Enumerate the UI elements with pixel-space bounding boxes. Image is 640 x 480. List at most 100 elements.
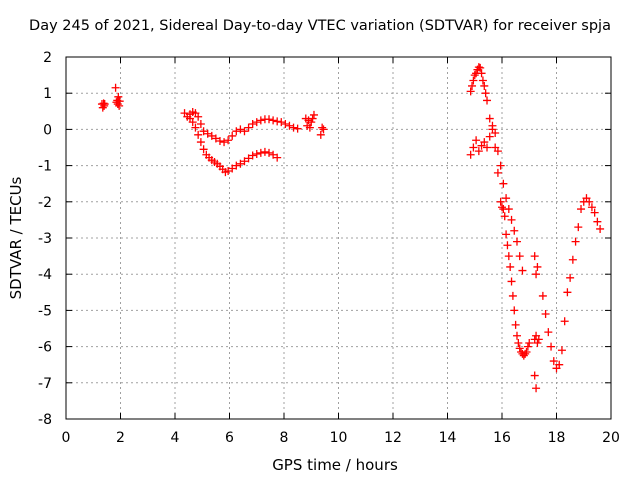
y-tick-label: 0 <box>43 122 52 138</box>
data-point <box>508 291 517 300</box>
x-tick-label: 0 <box>62 430 71 446</box>
data-point <box>215 136 224 145</box>
data-point <box>533 338 542 347</box>
data-point <box>269 150 278 159</box>
data-point <box>496 161 505 170</box>
data-point <box>474 147 483 156</box>
data-point <box>285 121 294 130</box>
data-point <box>515 344 524 353</box>
series-seg_i <box>530 252 543 393</box>
data-point <box>309 110 318 119</box>
x-tick-label: 4 <box>171 430 180 446</box>
data-point <box>525 338 534 347</box>
x-tick-label: 12 <box>384 430 402 446</box>
data-point <box>273 153 282 162</box>
data-point <box>188 118 197 127</box>
series-seg_d <box>185 114 282 177</box>
data-point <box>256 116 265 125</box>
data-point <box>203 129 212 138</box>
data-point <box>273 117 282 126</box>
data-point <box>293 124 302 133</box>
y-tick-label: -4 <box>38 267 52 283</box>
data-point <box>560 317 569 326</box>
series-seg_b <box>111 83 124 110</box>
x-tick-label: 2 <box>116 430 125 446</box>
data-point <box>316 130 325 139</box>
data-point <box>240 157 249 166</box>
data-point <box>522 348 531 357</box>
data-point <box>244 123 253 132</box>
data-point <box>502 230 511 239</box>
x-tick-label: 8 <box>280 430 289 446</box>
data-point <box>269 116 278 125</box>
x-tick-label: 16 <box>493 430 511 446</box>
data-point <box>585 197 594 206</box>
data-point <box>496 197 505 206</box>
y-tick-label: -2 <box>38 195 52 211</box>
data-point <box>194 112 203 121</box>
data-point <box>196 138 205 147</box>
grid-lines <box>66 57 611 419</box>
data-point <box>469 76 478 85</box>
data-point <box>574 223 583 232</box>
series-seg_f <box>316 123 328 139</box>
data-point <box>596 224 605 233</box>
data-point <box>530 371 539 380</box>
data-point <box>544 328 553 337</box>
data-point <box>491 129 500 138</box>
data-point <box>499 179 508 188</box>
data-point <box>530 252 539 261</box>
data-point <box>515 252 524 261</box>
y-tick-label: -5 <box>38 303 52 319</box>
data-point <box>248 119 257 128</box>
x-tick-label: 18 <box>548 430 566 446</box>
data-point <box>510 226 519 235</box>
data-point <box>533 262 542 271</box>
data-point <box>587 203 596 212</box>
data-point <box>472 136 481 145</box>
data-point <box>563 288 572 297</box>
y-tick-label: 2 <box>43 50 52 66</box>
data-point <box>504 205 513 214</box>
data-point <box>476 63 485 72</box>
data-point <box>260 147 269 156</box>
data-point <box>503 241 512 250</box>
data-point <box>481 89 490 98</box>
data-point <box>538 291 547 300</box>
data-point <box>488 121 497 130</box>
data-point <box>308 114 317 123</box>
data-point <box>512 331 521 340</box>
data-point <box>512 237 521 246</box>
data-point <box>521 349 530 358</box>
data-point <box>485 114 494 123</box>
series-seg_g <box>466 63 534 360</box>
y-tick-label: 1 <box>43 86 52 102</box>
data-point <box>199 127 208 136</box>
series-seg_e <box>301 110 318 132</box>
data-point <box>248 151 257 160</box>
data-point <box>224 136 233 145</box>
data-point <box>532 270 541 279</box>
data-points <box>97 63 605 393</box>
y-tick-label: -3 <box>38 231 52 247</box>
data-point <box>511 320 520 329</box>
data-point <box>568 255 577 264</box>
data-point <box>507 215 516 224</box>
data-point <box>224 167 233 176</box>
data-point <box>502 194 511 203</box>
data-point <box>518 266 527 275</box>
data-point <box>510 306 519 315</box>
data-point <box>590 208 599 217</box>
x-tick-label: 20 <box>602 430 620 446</box>
data-point <box>111 83 120 92</box>
data-point <box>207 131 216 140</box>
data-point <box>318 123 327 132</box>
data-point <box>470 71 479 80</box>
data-point <box>485 132 494 141</box>
data-point <box>480 138 489 147</box>
x-axis-label: GPS time / hours <box>272 456 398 474</box>
chart-title: Day 245 of 2021, Sidereal Day-to-day VTE… <box>29 18 611 34</box>
plot-frame <box>65 56 612 420</box>
